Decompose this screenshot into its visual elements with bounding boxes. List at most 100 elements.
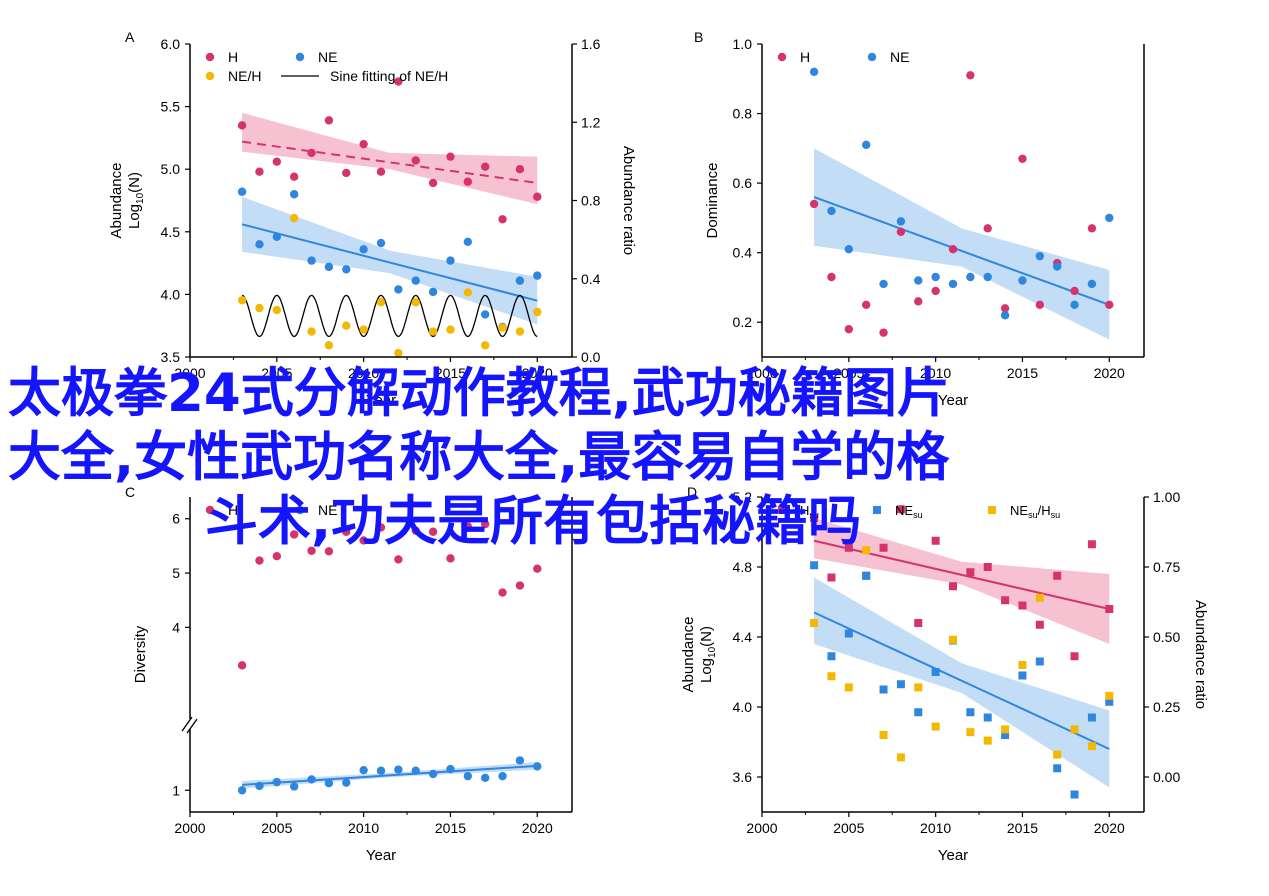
marker-ne: [1052, 262, 1062, 271]
marker-ne-h: [411, 298, 420, 307]
legend-label: NEsu/Hsu: [1010, 503, 1060, 520]
legend-label: NEsu: [895, 503, 923, 520]
marker-ne: [966, 272, 975, 282]
marker-h: [809, 199, 819, 209]
marker-ne: [307, 775, 316, 784]
marker-h: [428, 527, 438, 536]
marker-h: [307, 148, 316, 158]
marker-h: [376, 167, 386, 176]
marker-h: [1000, 304, 1010, 313]
x-tick-label: 2015: [1007, 820, 1038, 836]
y-tick-label: 4.4: [733, 629, 753, 645]
legend-label: NE/H: [228, 68, 261, 84]
marker-ne-h: [1105, 691, 1114, 700]
legend-marker: [873, 506, 881, 514]
marker-ne-h: [1001, 725, 1010, 734]
marker-ne: [1035, 251, 1045, 261]
marker-ne-h: [896, 753, 905, 762]
marker-h: [394, 77, 403, 86]
marker-ne-h: [1070, 725, 1079, 734]
marker-ne: [289, 190, 299, 199]
marker-h: [966, 71, 975, 80]
marker-ne: [463, 771, 473, 781]
marker-ne-h: [428, 327, 438, 336]
y-axis-label-line1: Abundance: [108, 163, 125, 239]
marker-ne: [1070, 790, 1079, 799]
marker-h: [1070, 652, 1079, 661]
marker-ne: [862, 571, 871, 580]
marker-ne: [411, 276, 420, 285]
marker-ne: [931, 272, 940, 282]
y-right-tick-label: 0.50: [1153, 629, 1180, 645]
marker-h: [983, 563, 992, 571]
marker-h: [1018, 154, 1027, 163]
panel-c: C 2000 2005 2010 2015 2020 Year 1 4 5 6 Diversity H N…: [125, 484, 573, 864]
marker-h: [1070, 286, 1079, 296]
marker-h: [324, 116, 334, 125]
legend-label: NE: [318, 49, 337, 65]
marker-h: [359, 536, 368, 545]
marker-h: [1001, 596, 1010, 605]
marker-ne: [480, 310, 490, 319]
y-right-tick-label: 0.8: [581, 193, 601, 209]
y-tick-label: 3.5: [161, 349, 181, 365]
marker-h: [844, 324, 854, 334]
marker-ne-h: [949, 635, 957, 644]
marker-ne-h: [255, 303, 264, 313]
marker-h: [931, 536, 940, 545]
panel-label: C: [125, 484, 135, 500]
legend-marker: [988, 506, 996, 514]
marker-h: [914, 619, 923, 627]
marker-h: [428, 178, 438, 188]
x-tick-label: 2020: [522, 365, 553, 381]
legend-marker: [205, 505, 215, 515]
marker-ne-h: [498, 323, 507, 332]
x-tick-label: 2010: [348, 820, 379, 836]
marker-h: [966, 568, 975, 577]
marker-h: [1035, 300, 1045, 310]
fit-line-ne: [813, 196, 1110, 306]
y-axis-label-line2: Log10(N): [126, 172, 146, 229]
x-tick-label: 2000: [174, 820, 205, 836]
fit-line-ne: [242, 764, 538, 786]
x-tick-label: 2020: [1094, 820, 1125, 836]
marker-h: [1035, 620, 1044, 629]
marker-ne: [809, 67, 819, 77]
confidence-band-h: [242, 112, 538, 205]
y-tick-label: 3.6: [733, 769, 753, 785]
confidence-band-h: [814, 518, 1110, 644]
axis-break-mark: [186, 718, 198, 734]
confidence-band-ne: [242, 196, 538, 325]
marker-h: [1087, 540, 1096, 549]
marker-ne: [237, 187, 247, 196]
marker-ne: [480, 773, 490, 782]
confidence-band-ne: [814, 577, 1110, 788]
marker-ne: [931, 668, 940, 676]
marker-ne: [515, 756, 525, 765]
marker-h: [272, 551, 282, 561]
marker-ne: [255, 240, 264, 249]
y-tick-label: 4: [172, 619, 180, 635]
marker-ne-h: [966, 728, 975, 737]
y-tick-label: 4.0: [733, 699, 753, 715]
marker-ne-h: [1035, 593, 1044, 602]
marker-h: [1053, 571, 1062, 580]
marker-ne-h: [272, 305, 282, 315]
marker-ne: [533, 271, 542, 280]
marker-ne: [983, 713, 992, 722]
marker-h: [861, 300, 871, 310]
marker-ne: [861, 140, 871, 150]
marker-ne-h: [324, 341, 334, 350]
y-tick-label: 5: [172, 565, 180, 581]
marker-h: [810, 514, 819, 522]
marker-ne: [376, 238, 386, 248]
marker-ne: [1105, 213, 1114, 223]
marker-ne: [1053, 764, 1062, 773]
marker-ne-h: [914, 683, 923, 692]
marker-ne-h: [1018, 661, 1027, 669]
marker-h: [896, 505, 905, 514]
sine-fit-line: [241, 294, 538, 338]
marker-ne: [948, 279, 958, 289]
marker-ne-h: [1053, 750, 1062, 759]
y-tick-label: 1.0: [733, 36, 753, 52]
